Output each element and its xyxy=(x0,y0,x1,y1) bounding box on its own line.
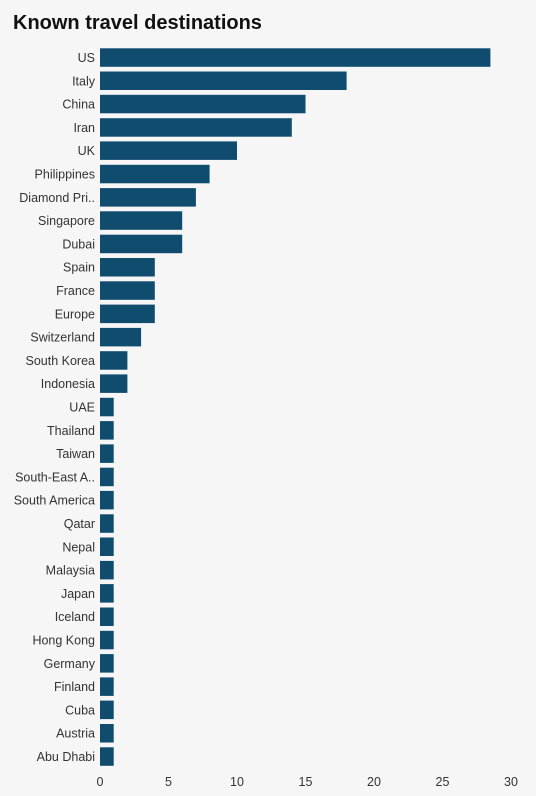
category-label: South America xyxy=(14,494,95,508)
bars-group xyxy=(100,48,491,766)
x-tick-label: 5 xyxy=(165,775,172,789)
category-label: Indonesia xyxy=(41,377,95,391)
bar-20 xyxy=(100,514,114,533)
category-label: Switzerland xyxy=(30,331,95,345)
bar-30 xyxy=(100,747,114,766)
bar-22 xyxy=(100,560,114,580)
x-tick-label: 25 xyxy=(436,775,450,789)
category-label: Europe xyxy=(55,307,95,321)
bar-27 xyxy=(100,677,114,696)
bar-14 xyxy=(100,374,128,393)
category-label: US xyxy=(78,51,95,65)
bar-11 xyxy=(100,304,155,324)
category-label: Nepal xyxy=(62,540,95,554)
category-label: Thailand xyxy=(47,424,95,438)
category-label: Dubai xyxy=(62,237,95,251)
bar-12 xyxy=(100,327,142,347)
x-tick-label: 15 xyxy=(299,775,313,789)
bar-7 xyxy=(100,211,183,230)
category-label: UK xyxy=(78,144,96,158)
bar-23 xyxy=(100,584,114,603)
x-axis-ticks: 0 5 10 15 20 25 30 xyxy=(97,775,518,789)
bar-2 xyxy=(100,94,306,114)
category-label: Philippines xyxy=(35,168,95,182)
category-label: Hong Kong xyxy=(32,634,95,648)
category-label: France xyxy=(56,284,95,298)
bar-15 xyxy=(100,397,114,417)
category-label: Cuba xyxy=(65,703,95,717)
bar-13 xyxy=(100,351,128,370)
category-label: Taiwan xyxy=(56,447,95,461)
x-tick-label: 10 xyxy=(230,775,244,789)
category-labels: US Italy China Iran UK Philippines Diamond Pri… xyxy=(14,51,96,764)
category-label: Malaysia xyxy=(46,564,95,578)
bar-9 xyxy=(100,258,155,277)
category-label: Diamond Pri.. xyxy=(19,191,95,205)
category-label: South Korea xyxy=(26,354,96,368)
chart-title: Known travel destinations xyxy=(13,12,262,34)
bar-1 xyxy=(100,71,347,90)
category-label: South-East A.. xyxy=(15,470,95,484)
category-label: UAE xyxy=(69,401,95,415)
category-label: Iran xyxy=(73,121,95,135)
bar-21 xyxy=(100,537,114,556)
category-label: Singapore xyxy=(38,214,95,228)
category-label: Iceland xyxy=(55,610,95,624)
x-tick-label: 0 xyxy=(97,775,104,789)
bar-19 xyxy=(100,490,114,510)
category-label: China xyxy=(62,98,95,112)
bar-24 xyxy=(100,607,114,626)
category-label: Austria xyxy=(56,727,95,741)
bar-25 xyxy=(100,630,114,650)
bar-17 xyxy=(100,444,114,463)
bar-18 xyxy=(100,467,114,487)
bar-4 xyxy=(100,141,237,160)
category-label: Finland xyxy=(54,680,95,694)
bar-29 xyxy=(100,724,114,743)
bar-0 xyxy=(100,48,491,67)
bar-10 xyxy=(100,281,155,300)
category-label: Spain xyxy=(63,261,95,275)
x-tick-label: 30 xyxy=(504,775,518,789)
category-label: Germany xyxy=(44,657,96,671)
bar-3 xyxy=(100,118,292,137)
category-label: Italy xyxy=(72,74,96,88)
bar-28 xyxy=(100,700,114,720)
bar-5 xyxy=(100,164,210,184)
x-tick-label: 20 xyxy=(367,775,381,789)
category-label: Japan xyxy=(61,587,95,601)
category-label: Abu Dhabi xyxy=(37,750,95,764)
category-label: Qatar xyxy=(64,517,95,531)
bar-8 xyxy=(100,234,183,254)
bar-26 xyxy=(100,654,114,673)
bar-16 xyxy=(100,421,114,440)
bar-6 xyxy=(100,188,196,207)
